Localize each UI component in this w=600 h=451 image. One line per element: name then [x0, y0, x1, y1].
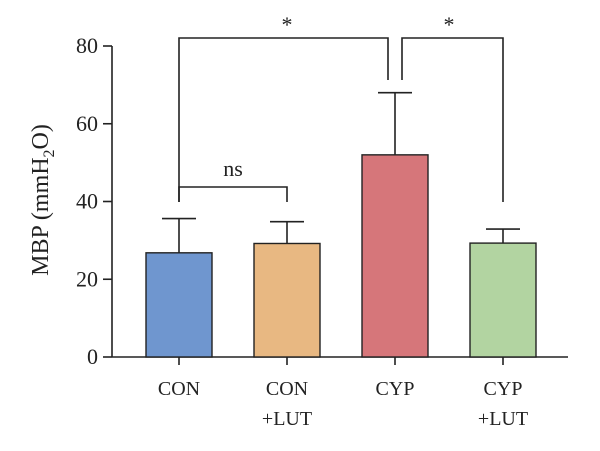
- significance-bracket: [178, 186, 288, 202]
- bar: [253, 242, 321, 358]
- bar: [469, 242, 537, 358]
- x-category-label-line: CYP: [376, 378, 415, 400]
- y-axis-title: MBP (mmH2O): [28, 124, 58, 276]
- x-category-label-line: +LUT: [478, 408, 528, 430]
- y-tick-label: 40: [76, 189, 98, 214]
- x-category-label: CON +LUT: [262, 378, 312, 430]
- significance-label: ns: [223, 156, 243, 181]
- significance-label: *: [444, 12, 455, 37]
- y-axis-title-tail: O): [28, 124, 54, 149]
- x-category-label: CYP +LUT: [478, 378, 528, 430]
- significance-bracket: [178, 37, 389, 202]
- bar: [145, 252, 213, 358]
- x-category-label: CON: [158, 378, 200, 400]
- bar: [361, 154, 429, 358]
- x-category-label-line: +LUT: [262, 408, 312, 430]
- x-category-label: CYP: [376, 378, 415, 400]
- y-tick-label: 0: [87, 344, 98, 369]
- y-tick-label: 60: [76, 111, 98, 136]
- x-category-label-line: CYP: [484, 378, 523, 400]
- y-tick-label: 80: [76, 33, 98, 58]
- y-tick-label: 20: [76, 266, 98, 291]
- x-category-label-line: CON: [158, 378, 200, 400]
- significance-bracket: [401, 37, 504, 202]
- bars: CON CON +LUT CYP CYP +LUT: [145, 91, 537, 430]
- x-category-label-line: CON: [266, 378, 308, 400]
- significance-annotations: ns * *: [178, 12, 504, 202]
- significance-label: *: [282, 12, 293, 37]
- y-axis-title-main: MBP (mmH: [28, 157, 54, 275]
- y-axis-title-subscript: 2: [41, 149, 58, 157]
